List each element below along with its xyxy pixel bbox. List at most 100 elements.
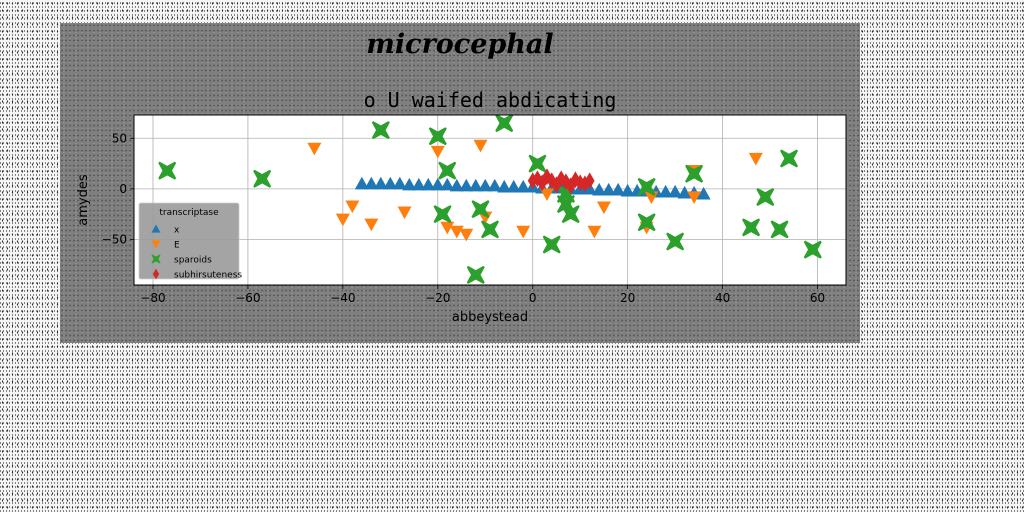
data-point: [584, 172, 595, 190]
data-point: [561, 205, 580, 224]
data-point: [668, 184, 683, 198]
data-point: [637, 213, 656, 232]
data-point: [497, 179, 512, 193]
data-point: [596, 201, 611, 215]
x-tick-label: 60: [810, 291, 825, 305]
data-point: [611, 182, 626, 196]
data-point: [428, 127, 447, 146]
data-point: [253, 169, 272, 188]
data-point: [803, 240, 822, 259]
x-tick-label: −40: [330, 291, 355, 305]
data-point: [459, 228, 474, 242]
y-axis-label: amydes: [76, 174, 91, 226]
data-point: [421, 177, 436, 191]
data-point: [430, 177, 445, 191]
data-point: [687, 191, 702, 204]
legend-title: transcriptase: [159, 208, 219, 218]
data-point: [433, 205, 452, 224]
data-point: [620, 183, 635, 197]
legend-marker: [151, 224, 161, 233]
data-point: [468, 178, 483, 192]
data-point: [466, 265, 485, 284]
figure: microcephal o U waifed abdicating −80 −60 −…: [60, 23, 860, 343]
data-point: [637, 177, 656, 196]
plot-area: [134, 115, 846, 285]
data-point: [487, 178, 502, 192]
x-tick-label: 20: [620, 291, 635, 305]
data-point: [478, 211, 493, 225]
data-point: [335, 213, 350, 227]
data-point: [440, 177, 455, 191]
legend-box: [138, 202, 240, 280]
data-point: [516, 225, 531, 239]
data-point: [473, 139, 488, 153]
data-point: [780, 149, 799, 168]
data-point: [587, 225, 602, 239]
chart-title: o U waifed abdicating: [364, 88, 617, 112]
data-point: [506, 179, 521, 193]
data-point: [364, 176, 379, 190]
data-point: [742, 218, 761, 237]
data-point: [307, 142, 322, 156]
x-tick-label: −20: [425, 291, 450, 305]
figure-suptitle: microcephal: [366, 29, 554, 60]
x-axis-label: abbeystead: [452, 310, 528, 325]
legend-label: subhirsuteness: [174, 271, 242, 281]
data-point: [570, 171, 581, 189]
data-point: [685, 164, 704, 183]
data-point: [345, 200, 360, 214]
data-point: [756, 187, 775, 206]
y-tick-label: 50: [112, 131, 127, 145]
y-tick-label: −50: [102, 232, 127, 246]
data-point: [392, 176, 407, 190]
data-point: [364, 218, 379, 232]
data-point: [542, 235, 561, 254]
data-point: [402, 177, 417, 191]
x-tick-label: −60: [235, 291, 260, 305]
data-point: [397, 206, 412, 220]
plot-frame: [133, 114, 847, 286]
x-tick-label: 40: [715, 291, 730, 305]
data-point: [592, 182, 607, 196]
data-point: [677, 185, 692, 199]
data-point: [471, 200, 490, 219]
data-point: [666, 232, 685, 251]
data-point: [495, 114, 514, 133]
data-point: [438, 161, 457, 180]
data-point: [383, 176, 398, 190]
legend-marker: [151, 240, 161, 249]
data-point: [532, 170, 543, 188]
legend-label: E: [174, 241, 180, 251]
series-subhirsuteness: [527, 168, 595, 195]
data-point: [459, 178, 474, 192]
data-point: [158, 161, 177, 180]
data-point: [373, 176, 388, 190]
data-point: [449, 178, 464, 192]
data-point: [528, 154, 547, 173]
data-point: [658, 184, 673, 198]
legend-label: sparoids: [174, 256, 212, 266]
x-tick-label: −80: [140, 291, 165, 305]
data-point: [601, 182, 616, 196]
data-point: [770, 220, 789, 239]
legend-label: x: [174, 226, 180, 236]
data-point: [696, 186, 711, 200]
data-point: [478, 178, 493, 192]
chart: o U waifed abdicating −80 −60 −40 −20 0 20 40 60…: [76, 88, 847, 325]
data-point: [440, 221, 455, 235]
data-point: [748, 152, 763, 166]
data-point: [539, 188, 554, 201]
data-point: [556, 195, 575, 214]
data-point: [516, 179, 531, 193]
data-point: [546, 172, 557, 190]
data-point: [430, 145, 445, 159]
data-point: [411, 177, 426, 191]
y-tick-label: 0: [119, 182, 127, 196]
data-point: [371, 121, 390, 140]
legend-marker: [151, 254, 161, 264]
data-point: [354, 176, 369, 190]
data-point: [481, 220, 499, 239]
series-sparoids: [158, 114, 822, 284]
x-tick-label: 0: [529, 291, 537, 305]
